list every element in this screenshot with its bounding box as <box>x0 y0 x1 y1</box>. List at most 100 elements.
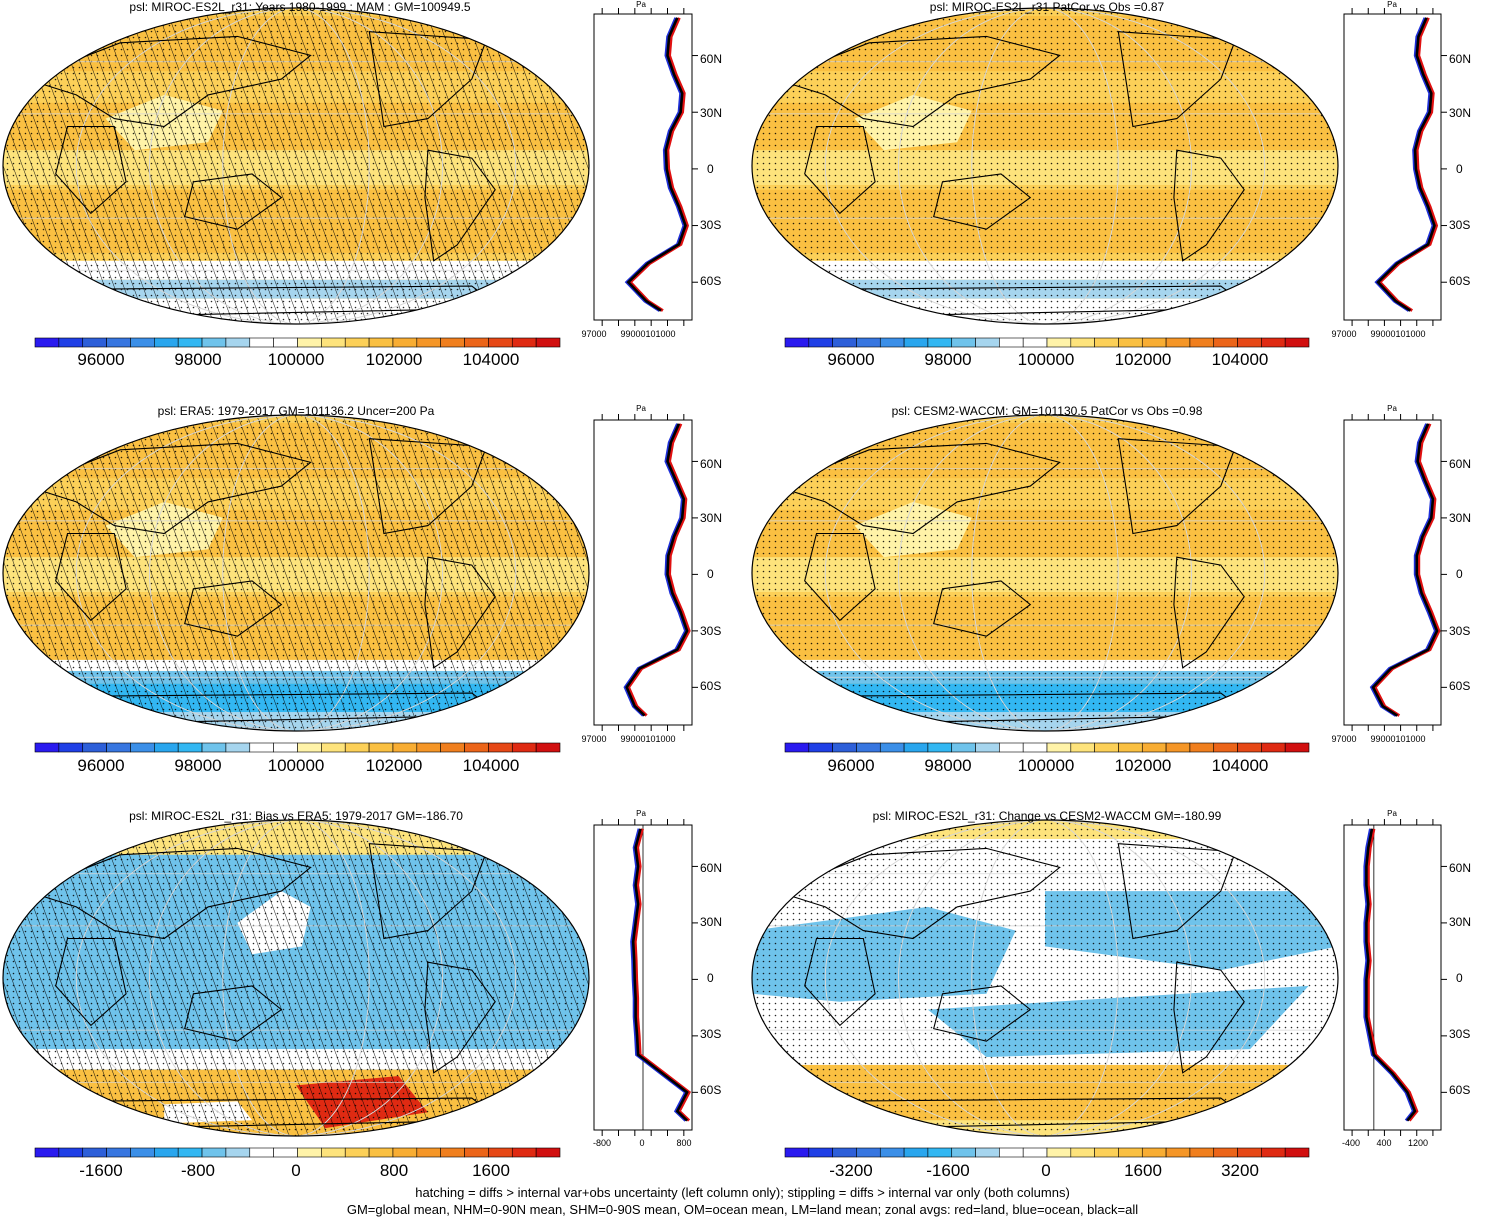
colorbar-swatch <box>177 1147 203 1158</box>
colorbar-swatch <box>1261 742 1286 753</box>
continent-outline <box>24 847 312 940</box>
hatching-overlay <box>3 415 589 731</box>
colorbar-swatch <box>1094 337 1119 348</box>
lat-label: 60S <box>1449 679 1471 693</box>
colorbar-swatch <box>1261 337 1286 348</box>
zonal-all-line <box>626 17 687 312</box>
colorbar-swatch <box>1118 742 1143 753</box>
colorbar-3 <box>34 742 561 753</box>
zonal-units: Pa <box>1387 809 1397 818</box>
colorbar-swatch <box>58 1147 84 1158</box>
lat-label: 30S <box>700 624 722 638</box>
cbar-label: 104000 <box>462 350 520 369</box>
cbar-label: 1600 <box>472 1161 510 1180</box>
cbar-label: 102000 <box>1114 756 1172 775</box>
graticule-meridian <box>222 415 370 731</box>
graticule-meridian <box>824 820 1266 1136</box>
colorbar-swatch <box>440 337 465 348</box>
colorbar-swatch <box>999 337 1024 348</box>
cbar-label: 96000 <box>827 350 875 369</box>
colorbar-swatch <box>1165 1147 1191 1158</box>
continent-outline <box>55 937 127 1027</box>
graticule-meridian <box>149 820 443 1136</box>
colorbar-swatch <box>1118 1147 1143 1158</box>
colorbar-swatch <box>273 1147 298 1158</box>
lat-label: 60S <box>700 1083 722 1097</box>
zonal-frame <box>1343 13 1442 321</box>
colorbar-swatch <box>1022 742 1048 753</box>
panel-title-3: psl: ERA5: 1979-2017 GM=101136.2 Uncer=2… <box>157 404 435 418</box>
zonal-land-line <box>1366 828 1419 1122</box>
colorbar-swatch <box>1046 742 1072 753</box>
zonal-plot-2 <box>1343 8 1447 326</box>
colorbar-swatch <box>927 742 953 753</box>
lat-label: 60N <box>1449 861 1472 875</box>
colorbar-swatch <box>34 1147 60 1158</box>
colorbar-swatch <box>1213 1147 1238 1158</box>
colorbar-swatch <box>784 742 810 753</box>
cbar-label: 104000 <box>462 756 520 775</box>
zonal-all-line <box>631 828 689 1122</box>
colorbar-swatch <box>808 337 833 348</box>
colorbar-swatch <box>535 1147 561 1158</box>
colorbar-4 <box>784 742 1310 753</box>
zonal-all-line <box>625 423 689 717</box>
colorbar-swatch <box>177 742 203 753</box>
zonal-xtick: 1200 <box>1407 1138 1429 1148</box>
colorbar-swatch <box>951 337 976 348</box>
zonal-xtick: 99000101000 <box>620 329 676 339</box>
zonal-units: Pa <box>1387 0 1397 9</box>
lat-label: 30S <box>700 1027 722 1041</box>
colorbar-swatch <box>1165 337 1191 348</box>
colorbar-swatch <box>321 1147 346 1158</box>
colorbar-swatch <box>344 1147 370 1158</box>
colorbar-swatch <box>1261 1147 1286 1158</box>
colorbar-swatch <box>154 1147 179 1158</box>
lat-label: 30N <box>1449 511 1472 525</box>
colorbar-swatch <box>58 337 84 348</box>
cbar-label: 100000 <box>267 350 325 369</box>
lat-label: 30N <box>700 915 723 929</box>
cbar-label: 100000 <box>1017 350 1075 369</box>
colorbar-swatch <box>297 337 322 348</box>
stippling-overlay <box>752 8 1338 324</box>
zonal-frame <box>1343 824 1442 1131</box>
zonal-all-line <box>1376 17 1436 312</box>
colorbar-swatch <box>511 337 537 348</box>
map-panel-4 <box>752 415 1338 731</box>
lat-label: 30N <box>1449 106 1472 120</box>
colorbar-swatch <box>856 742 881 753</box>
graticule-meridian <box>898 415 1192 731</box>
graticule-meridian <box>222 820 370 1136</box>
continent-outline <box>804 937 876 1027</box>
zonal-frame <box>593 419 693 726</box>
colorbar-swatch <box>225 1147 251 1158</box>
continent-outline <box>773 847 1061 940</box>
colorbar-swatch <box>879 1147 905 1158</box>
continent-outline <box>933 985 1032 1042</box>
colorbar-swatch <box>1118 337 1143 348</box>
zonal-xtick: 800 <box>676 1138 692 1148</box>
map-panel-6 <box>752 820 1338 1136</box>
map-panel-5 <box>3 820 589 1136</box>
zonal-xtick: -800 <box>592 1138 612 1148</box>
continent-outline <box>804 532 876 622</box>
map-panel-1 <box>3 8 589 324</box>
cbar-label: 3200 <box>1221 1161 1259 1180</box>
colorbar-swatch <box>464 742 489 753</box>
colorbar-swatch <box>297 742 322 753</box>
colorbar-swatch <box>975 1147 1000 1158</box>
zonal-xtick: 97000 <box>581 734 607 744</box>
colorbar-swatch <box>321 742 346 753</box>
cbar-label: 100000 <box>267 756 325 775</box>
colorbar-swatch <box>975 742 1000 753</box>
hatching-overlay <box>3 820 589 1136</box>
panel-title-2: psl: MIROC-ES2L_r31 PatCor vs Obs =0.87 <box>929 0 1165 14</box>
colorbar-swatch <box>58 742 84 753</box>
lat-label: 30N <box>1449 915 1472 929</box>
continent-outline <box>424 556 496 669</box>
lat-label: 30N <box>700 511 723 525</box>
colorbar-swatch <box>201 337 227 348</box>
colorbar-swatch <box>1284 742 1310 753</box>
graticule-meridian <box>824 415 1266 731</box>
